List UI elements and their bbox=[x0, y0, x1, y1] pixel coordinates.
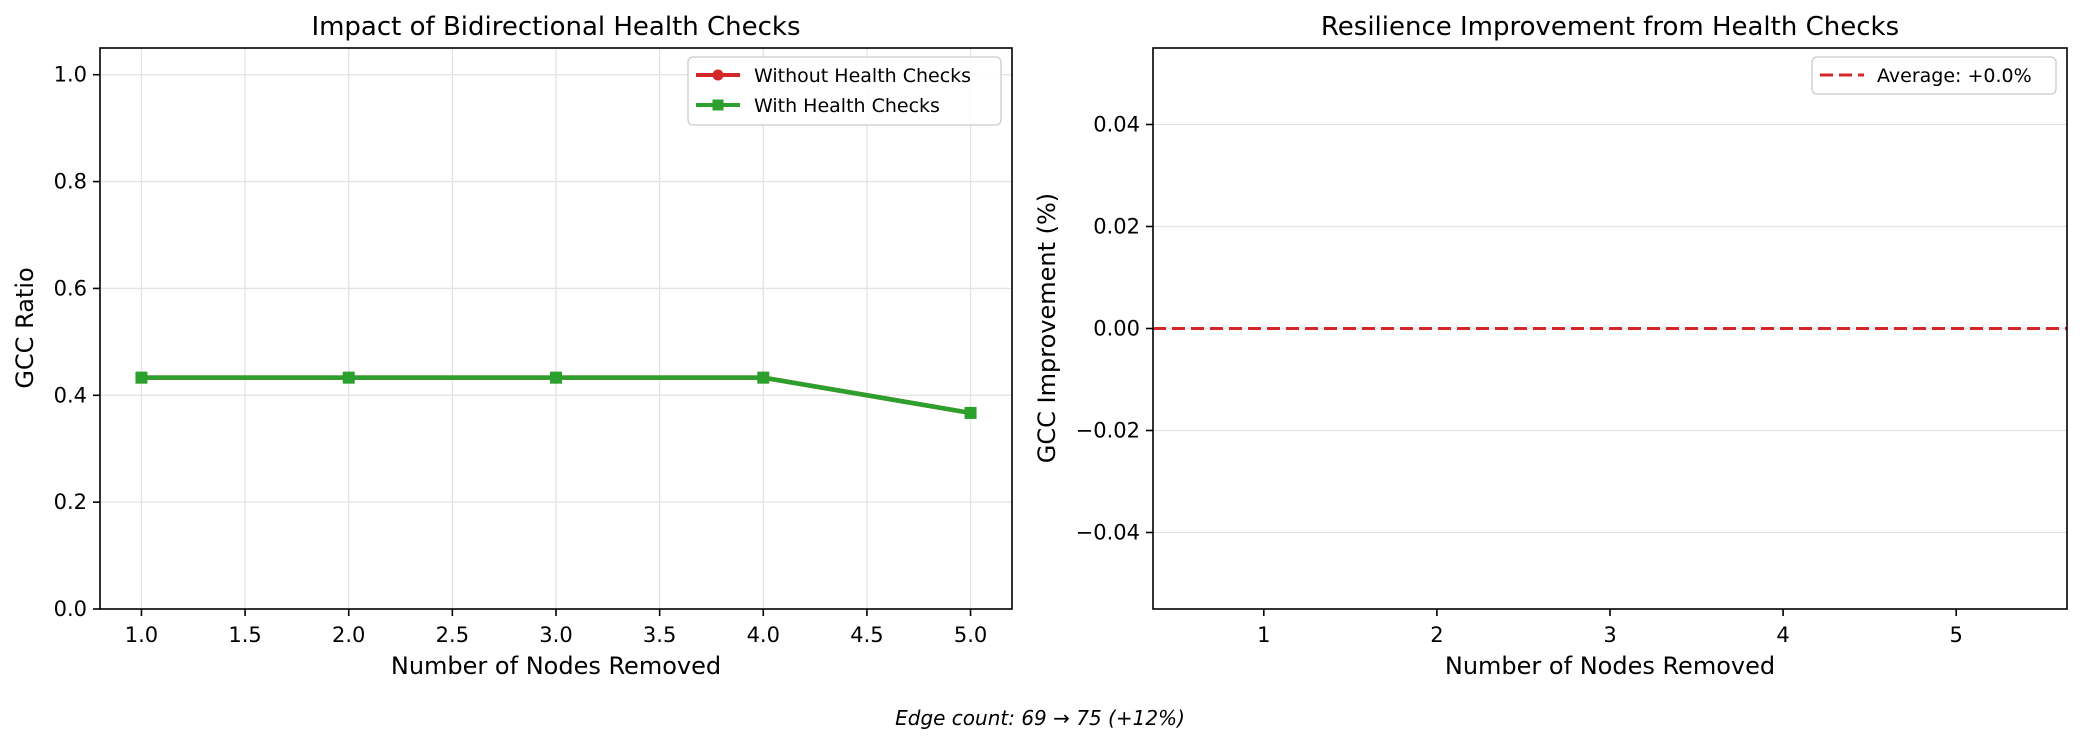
x-tick-label: 4 bbox=[1776, 623, 1789, 647]
y-tick-label: 0.00 bbox=[1093, 317, 1140, 341]
legend-box bbox=[1811, 56, 2057, 95]
y-axis: 0.0 0.2 0.4 0.6 0.8 1.0 bbox=[54, 63, 100, 621]
x-axis: 1.0 1.5 2.0 2.5 3.0 3.5 4.0 4.5 5.0 bbox=[125, 609, 987, 647]
legend: Average: +0.0% bbox=[1811, 56, 2057, 95]
y-axis: −0.04 −0.02 0.00 0.02 0.04 bbox=[1076, 113, 1153, 545]
chart-title: Impact of Bidirectional Health Checks bbox=[311, 12, 800, 42]
data-point bbox=[757, 371, 770, 384]
edge-count-footnote: Edge count: 69 → 75 (+12%) bbox=[895, 706, 1185, 730]
x-axis-label: Number of Nodes Removed bbox=[1445, 652, 1775, 680]
y-tick-label: 0.4 bbox=[54, 383, 87, 407]
y-tick-label: −0.04 bbox=[1076, 521, 1140, 545]
x-tick-label: 4.5 bbox=[850, 623, 883, 647]
legend-marker-with bbox=[712, 99, 724, 111]
gcc-ratio-chart: 1.0 1.5 2.0 2.5 3.0 3.5 4.0 4.5 5.0 0.0 0.2 0.4 0.6… bbox=[11, 12, 1013, 680]
legend-marker-without bbox=[712, 69, 724, 81]
x-tick-label: 5.0 bbox=[954, 623, 987, 647]
legend-label-with: With Health Checks bbox=[754, 95, 940, 117]
x-tick-label: 3.5 bbox=[643, 623, 676, 647]
x-tick-label: 4.0 bbox=[747, 623, 780, 647]
legend-label-without: Without Health Checks bbox=[754, 65, 971, 87]
data-point bbox=[550, 371, 562, 384]
x-tick-label: 2.5 bbox=[436, 623, 469, 647]
chart-title: Resilience Improvement from Health Check… bbox=[1321, 12, 1899, 42]
series-layer bbox=[135, 371, 977, 419]
y-tick-label: 0.6 bbox=[54, 276, 87, 300]
y-axis-label: GCC Improvement (%) bbox=[1033, 193, 1061, 463]
data-point bbox=[135, 371, 148, 384]
grid bbox=[100, 48, 1012, 610]
y-tick-label: 0.02 bbox=[1093, 215, 1140, 239]
x-tick-label: 3.0 bbox=[539, 623, 572, 647]
legend-label-average: Average: +0.0% bbox=[1877, 65, 2032, 87]
y-tick-label: −0.02 bbox=[1076, 419, 1140, 443]
y-tick-label: 0.04 bbox=[1093, 113, 1140, 137]
x-tick-label: 3 bbox=[1603, 623, 1616, 647]
x-tick-label: 2 bbox=[1430, 623, 1443, 647]
legend: Without Health Checks With Health Checks bbox=[687, 56, 1002, 126]
y-tick-label: 0.8 bbox=[54, 170, 87, 194]
data-point bbox=[342, 371, 355, 384]
gcc-improvement-chart: 1 2 3 4 5 −0.04 −0.02 0.00 0.02 0.04 Resilience … bbox=[1033, 12, 2068, 680]
x-axis-label: Number of Nodes Removed bbox=[391, 652, 721, 680]
x-tick-label: 2.0 bbox=[332, 623, 365, 647]
x-tick-label: 1.0 bbox=[125, 623, 158, 647]
x-axis: 1 2 3 4 5 bbox=[1257, 609, 1963, 647]
y-tick-label: 0.2 bbox=[54, 490, 87, 514]
y-tick-label: 1.0 bbox=[54, 63, 87, 87]
legend-box bbox=[687, 56, 1002, 126]
y-tick-label: 0.0 bbox=[54, 597, 87, 621]
x-tick-label: 5 bbox=[1950, 623, 1963, 647]
x-tick-label: 1.5 bbox=[228, 623, 261, 647]
y-axis-label: GCC Ratio bbox=[11, 267, 39, 388]
data-point bbox=[964, 406, 977, 419]
x-tick-label: 1 bbox=[1257, 623, 1270, 647]
